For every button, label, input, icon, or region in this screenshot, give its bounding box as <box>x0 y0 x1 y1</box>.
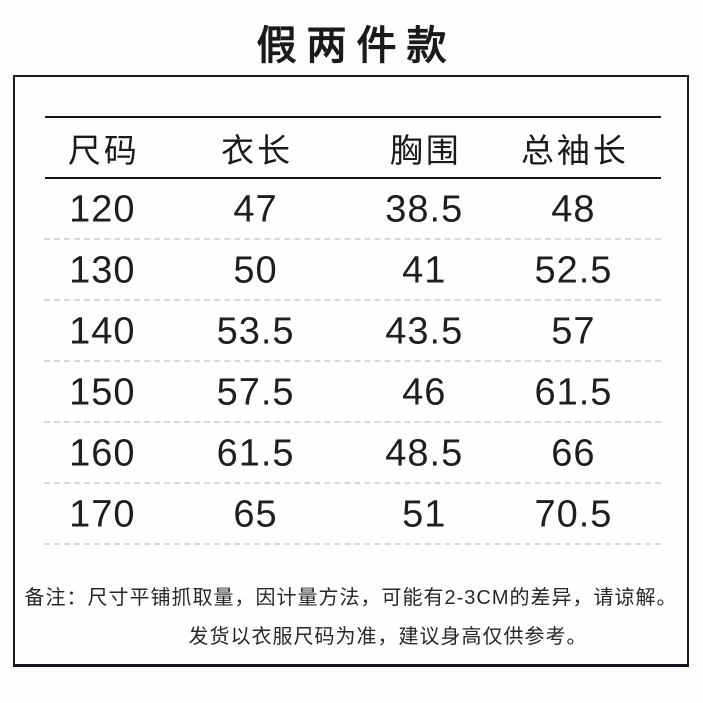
remark-line-2: 发货以衣服尺码为准，建议身高仅供参考。 <box>188 626 588 648</box>
column-header-sleeve: 总袖长 <box>520 131 629 169</box>
row-divider <box>44 543 661 545</box>
table-row: 120 47 38.5 48 <box>15 179 687 240</box>
sleeve-cell: 70.5 <box>534 493 613 535</box>
size-cell: 170 <box>69 493 136 535</box>
table-row: 170 65 51 70.5 <box>15 484 687 545</box>
length-cell: 50 <box>233 249 278 291</box>
size-cell: 140 <box>69 310 136 352</box>
sleeve-cell: 61.5 <box>534 371 613 413</box>
size-cell: 120 <box>69 188 136 230</box>
row-divider <box>44 421 661 423</box>
size-cell: 160 <box>69 432 136 474</box>
size-cell: 130 <box>69 249 136 291</box>
row-divider <box>44 360 661 362</box>
header-rule-bottom <box>45 177 661 179</box>
chest-cell: 48.5 <box>385 432 464 474</box>
page-title: 假两件款 <box>256 24 457 68</box>
length-cell: 57.5 <box>216 371 295 413</box>
table-header-row: 尺码 衣长 胸围 总袖长 <box>15 118 687 177</box>
sleeve-cell: 48 <box>551 188 596 230</box>
header-rule-top <box>45 116 661 118</box>
column-header-chest: 胸围 <box>389 131 462 169</box>
length-cell: 47 <box>233 188 278 230</box>
size-chart-box: 尺码 衣长 胸围 总袖长 120 47 38.5 48 130 50 41 52… <box>13 75 689 667</box>
chest-cell: 38.5 <box>385 188 464 230</box>
chest-cell: 51 <box>402 493 447 535</box>
row-divider <box>44 238 661 240</box>
remark-line-1: 备注：尺寸平铺抓取量，因计量方法，可能有2-3CM的差异，请谅解。 <box>24 587 678 609</box>
row-divider <box>44 299 661 301</box>
chest-cell: 41 <box>402 249 447 291</box>
sleeve-cell: 57 <box>551 310 596 352</box>
length-cell: 61.5 <box>216 432 295 474</box>
row-divider <box>44 482 661 484</box>
table-row: 160 61.5 48.5 66 <box>15 423 687 484</box>
table-body: 120 47 38.5 48 130 50 41 52.5 140 53.5 4… <box>15 179 687 545</box>
length-cell: 65 <box>233 493 278 535</box>
table-row: 150 57.5 46 61.5 <box>15 362 687 423</box>
table-row: 130 50 41 52.5 <box>15 240 687 301</box>
sleeve-cell: 66 <box>551 432 596 474</box>
column-header-size: 尺码 <box>67 131 140 169</box>
length-cell: 53.5 <box>216 310 295 352</box>
size-cell: 150 <box>69 371 136 413</box>
chest-cell: 46 <box>402 371 447 413</box>
table-row: 140 53.5 43.5 57 <box>15 301 687 362</box>
sleeve-cell: 52.5 <box>534 249 613 291</box>
column-header-length: 衣长 <box>221 131 294 169</box>
chest-cell: 43.5 <box>385 310 464 352</box>
